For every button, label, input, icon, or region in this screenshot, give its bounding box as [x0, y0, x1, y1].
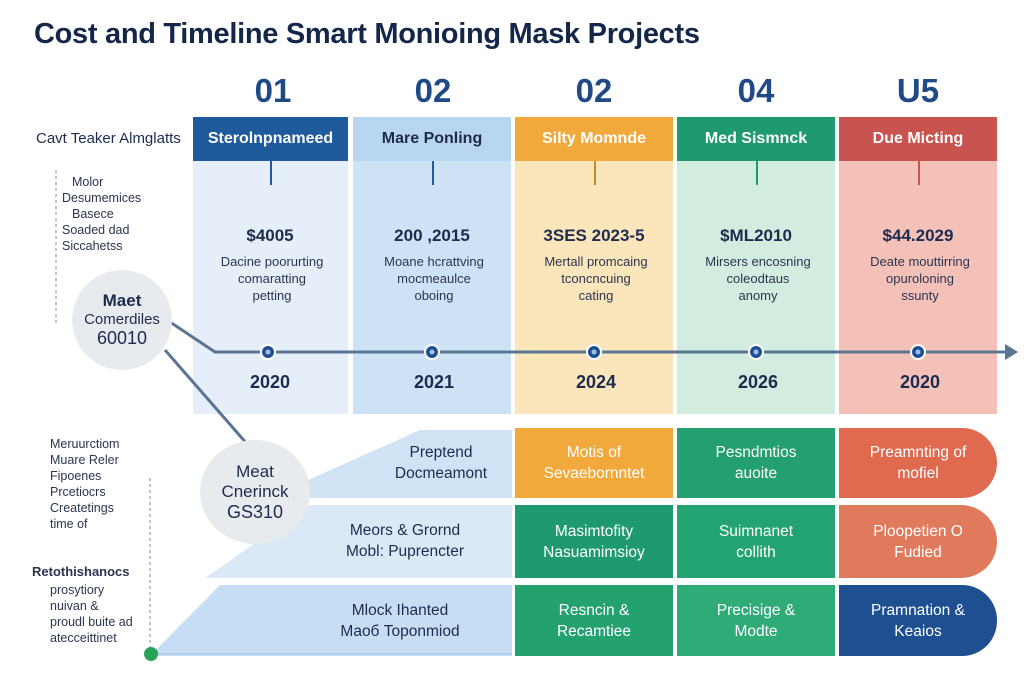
column-tick-1	[270, 161, 272, 185]
lead-shape-1	[268, 430, 512, 498]
column-header-2: Mare Ponling	[353, 117, 511, 161]
lead-shape-3	[150, 585, 512, 656]
grid-cell-1-1: Motis of Sevaebornntet	[515, 428, 673, 498]
grid-cell-2-3: Ploopetien O Fudied	[839, 505, 997, 578]
timeline-line	[169, 320, 1005, 354]
column-cost-1: $4005	[246, 226, 294, 245]
column-cost-4: $ML2010	[720, 226, 792, 245]
column-number-4: 04	[737, 72, 775, 109]
column-number-1: 01	[254, 72, 292, 109]
grid-lead-1: Preptend Docmeamont	[394, 444, 488, 482]
lead-shape-2	[205, 505, 512, 578]
column-body-2	[353, 161, 511, 414]
column-cost-3: 3SES 2023-5	[543, 226, 645, 245]
column-body-4	[677, 161, 835, 414]
column-desc-3: Mertall promcaing tconcncuing cating	[544, 254, 648, 303]
timeline-arrowhead	[1005, 344, 1018, 360]
column-number-3: 02	[575, 72, 613, 109]
column-number-5: U5	[896, 72, 940, 109]
grid-cell-2-1: Masimtofity Nasuamimsioy	[515, 505, 673, 578]
column-tick-5	[918, 161, 920, 185]
bottom-marker-dot	[144, 647, 158, 661]
page-title: Cost and Timeline Smart Monioing Mask Pr…	[34, 18, 700, 50]
row-label: Cavt Teaker Almglatts	[36, 130, 181, 147]
circle-connector	[163, 349, 250, 446]
grid-cell-3-2: Precisige & Modte	[677, 585, 835, 656]
grid-cell-2-2: Suimnanet collith	[677, 505, 835, 578]
side-note-middle: Meruurctiom Muare Reler Fipoenes Prcetio…	[50, 437, 120, 531]
side-note-bottom: prosytiory nuivan & proudl buite ad atec…	[50, 583, 133, 645]
column-tick-4	[756, 161, 758, 185]
summary-circle-2: Meat Cnerinck GS310	[200, 440, 310, 544]
side-note-top: Molor Desumemices Basece Soaded dad Sicc…	[62, 175, 142, 253]
column-header-1: Sterolnpnameed	[193, 117, 348, 161]
column-header-4: Med Sismnck	[677, 117, 835, 161]
column-header-5: Due Micting	[839, 117, 997, 161]
column-desc-2: Moane hcrattving mocmeaulce oboing	[384, 254, 484, 303]
side-note-bottom-title: Retothishanocs	[32, 564, 130, 579]
column-desc-1: Dacine poorurting comaratting petting	[220, 254, 324, 303]
column-year-1: 2020	[249, 372, 291, 392]
column-year-2: 2021	[413, 372, 455, 392]
column-desc-5: Deate mouttirring opuroloning ssunty	[870, 254, 970, 303]
column-tick-2	[432, 161, 434, 185]
column-header-3: Silty Momnde	[515, 117, 673, 161]
grid-lead-3: Mlock Ihanted Maoб Toponmiod	[340, 601, 460, 640]
column-cost-5: $44.2029	[882, 226, 954, 245]
column-number-2: 02	[414, 72, 452, 109]
grid-cell-3-3: Pramnation & Keaios	[839, 585, 997, 656]
grid-cell-3-1: Resncin & Recamtiee	[515, 585, 673, 656]
column-body-3	[515, 161, 673, 414]
column-year-5: 2020	[899, 372, 941, 392]
summary-circle-1: Maet Comerdiles 60010	[72, 270, 172, 370]
column-year-3: 2024	[575, 372, 617, 392]
column-body-5	[839, 161, 997, 414]
grid-lead-2: Meors & Grornd Mobl: Puprencter	[345, 522, 465, 560]
column-tick-3	[594, 161, 596, 185]
column-cost-2: 200 ,2015	[394, 226, 470, 245]
grid-cell-1-2: Pesndmtios auoite	[677, 428, 835, 498]
column-desc-4: Mirsers encosning coleodtaus anomy	[705, 254, 811, 303]
grid-cell-1-3: Preamnting of mofiel	[839, 428, 997, 498]
column-year-4: 2026	[737, 372, 779, 392]
column-body-1	[193, 161, 348, 414]
